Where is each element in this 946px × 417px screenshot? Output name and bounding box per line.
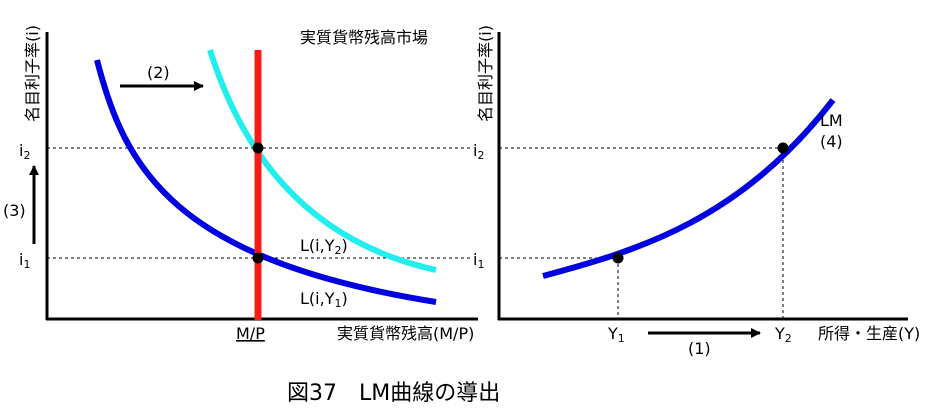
money-demand-curve-y1 <box>94 59 437 305</box>
right-x-tick-y2: Y2 <box>774 324 792 345</box>
right-x-tick-y1: Y1 <box>607 324 625 345</box>
curve-label-y1: L(i,Y1) <box>300 289 348 310</box>
figure-caption: 図37 LM曲線の導出 <box>287 381 500 406</box>
right-x-axis-label: 所得・生産(Y) <box>818 324 920 343</box>
lm-point-y1 <box>612 252 624 264</box>
lm-curve <box>542 98 836 279</box>
equilibrium-point-i1 <box>252 252 264 264</box>
demand-shift-label: (2) <box>147 63 170 82</box>
right-y-axis-label: 名目利子率(i) <box>476 25 495 122</box>
equilibrium-point-i2 <box>252 142 264 154</box>
lm-point-y2 <box>777 142 789 154</box>
right-panel: 名目利子率(i) i2 i1 LM (4) Y1 Y2 (1) 所得・生産(Y) <box>473 25 920 358</box>
left-y-tick-i1: i1 <box>19 250 30 271</box>
left-x-axis-label: 実質貨幣残高(M/P) <box>337 324 474 343</box>
left-panel: 実質貨幣残高市場 名目利子率(i) i2 i1 (3) (2) L(i,Y2) … <box>3 25 478 343</box>
curve-label-y2: L(i,Y2) <box>300 236 348 257</box>
lm-step-label: (4) <box>820 132 843 151</box>
left-y-axis-label: 名目利子率(i) <box>23 25 42 122</box>
money-supply-tick: M/P <box>236 324 265 343</box>
right-y-tick-i2: i2 <box>473 141 484 162</box>
interest-rise-label: (3) <box>3 201 26 220</box>
money-demand-curve-y2 <box>207 49 437 273</box>
left-panel-title: 実質貨幣残高市場 <box>300 28 428 47</box>
lm-curve-label: LM <box>820 111 843 130</box>
income-increase-label: (1) <box>688 339 711 358</box>
right-y-tick-i1: i1 <box>473 250 484 271</box>
left-y-tick-i2: i2 <box>19 141 30 162</box>
